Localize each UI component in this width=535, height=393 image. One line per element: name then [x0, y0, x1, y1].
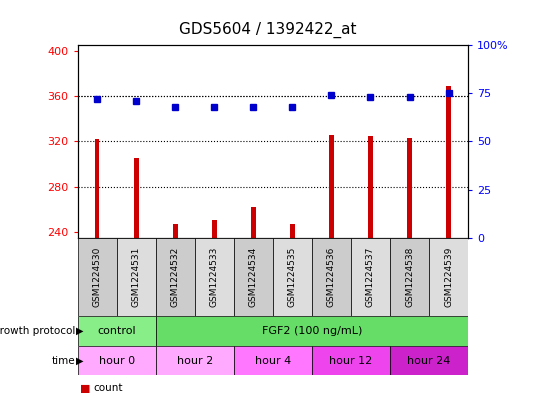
- Bar: [312, 238, 351, 316]
- Bar: [390, 238, 429, 316]
- Bar: [446, 86, 451, 238]
- Text: ■: ■: [80, 383, 91, 393]
- Bar: [312, 346, 390, 375]
- Bar: [156, 346, 234, 375]
- Text: GSM1224539: GSM1224539: [444, 247, 453, 307]
- Bar: [173, 224, 178, 238]
- Bar: [78, 346, 156, 375]
- Text: ▶: ▶: [76, 326, 83, 336]
- Bar: [134, 158, 139, 238]
- Bar: [368, 136, 373, 238]
- Bar: [329, 135, 334, 238]
- Bar: [390, 346, 468, 375]
- Text: GSM1224536: GSM1224536: [327, 247, 336, 307]
- Bar: [78, 316, 156, 346]
- Bar: [251, 207, 256, 238]
- Bar: [351, 238, 390, 316]
- Text: GSM1224538: GSM1224538: [405, 247, 414, 307]
- Bar: [234, 238, 273, 316]
- Text: growth protocol: growth protocol: [0, 326, 75, 336]
- Bar: [212, 220, 217, 238]
- Bar: [156, 238, 195, 316]
- Text: GDS5604 / 1392422_at: GDS5604 / 1392422_at: [179, 22, 356, 38]
- Text: GSM1224537: GSM1224537: [366, 247, 375, 307]
- Text: FGF2 (100 ng/mL): FGF2 (100 ng/mL): [262, 326, 362, 336]
- Bar: [407, 138, 412, 238]
- Bar: [117, 238, 156, 316]
- Text: hour 24: hour 24: [407, 356, 451, 365]
- Text: GSM1224533: GSM1224533: [210, 247, 219, 307]
- Text: GSM1224532: GSM1224532: [171, 247, 180, 307]
- Text: hour 2: hour 2: [177, 356, 213, 365]
- Bar: [290, 224, 295, 238]
- Text: hour 4: hour 4: [255, 356, 291, 365]
- Bar: [273, 238, 312, 316]
- Bar: [234, 346, 312, 375]
- Text: GSM1224535: GSM1224535: [288, 247, 297, 307]
- Bar: [156, 316, 468, 346]
- Text: GSM1224534: GSM1224534: [249, 247, 258, 307]
- Text: hour 0: hour 0: [98, 356, 135, 365]
- Text: control: control: [97, 326, 136, 336]
- Bar: [429, 238, 468, 316]
- Text: GSM1224530: GSM1224530: [93, 247, 102, 307]
- Text: ▶: ▶: [76, 356, 83, 365]
- Text: time: time: [51, 356, 75, 365]
- Text: count: count: [94, 383, 123, 393]
- Text: GSM1224531: GSM1224531: [132, 247, 141, 307]
- Bar: [95, 139, 100, 238]
- Bar: [195, 238, 234, 316]
- Text: hour 12: hour 12: [330, 356, 372, 365]
- Bar: [78, 238, 117, 316]
